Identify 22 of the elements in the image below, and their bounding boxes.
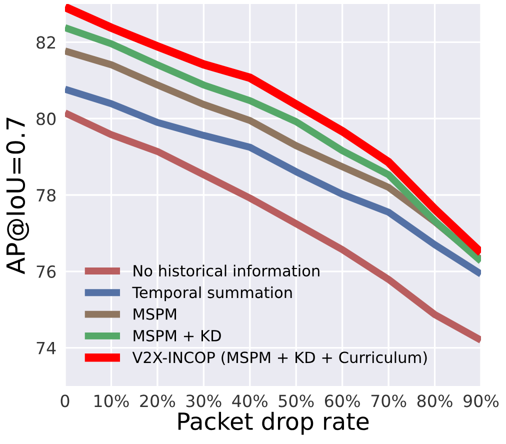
x-tick-label: 20%	[140, 394, 176, 408]
x-axis-title: Packet drop rate	[178, 412, 369, 435]
y-tick-label: 82	[36, 36, 55, 49]
legend-label: V2X-INCOP (MSPM + KD + Curriculum)	[132, 351, 427, 365]
x-tick-label: 0	[60, 394, 70, 408]
x-tick-label: 50%	[278, 394, 314, 408]
x-tick-label: 30%	[186, 394, 222, 408]
y-tick-label: 78	[36, 188, 56, 202]
legend-label: MSPM	[134, 308, 176, 320]
x-tick-label: 90%	[464, 394, 499, 408]
legend-label: MSPM + KD	[134, 330, 221, 342]
x-tick-label: 80%	[417, 394, 452, 408]
legend-label: No historical information	[134, 264, 320, 277]
x-tick-label: 40%	[232, 394, 268, 408]
x-tick-label: 70%	[371, 394, 406, 408]
y-tick-label: 80	[36, 112, 56, 126]
legend-label: Temporal summation	[132, 286, 292, 302]
y-tick-label: 76	[36, 265, 56, 278]
x-tick-label: 60%	[324, 394, 360, 408]
y-tick-label: 74	[36, 342, 56, 354]
y-axis-title: AP@IoU=0.7	[6, 118, 30, 274]
x-tick-label: 10%	[94, 394, 129, 408]
